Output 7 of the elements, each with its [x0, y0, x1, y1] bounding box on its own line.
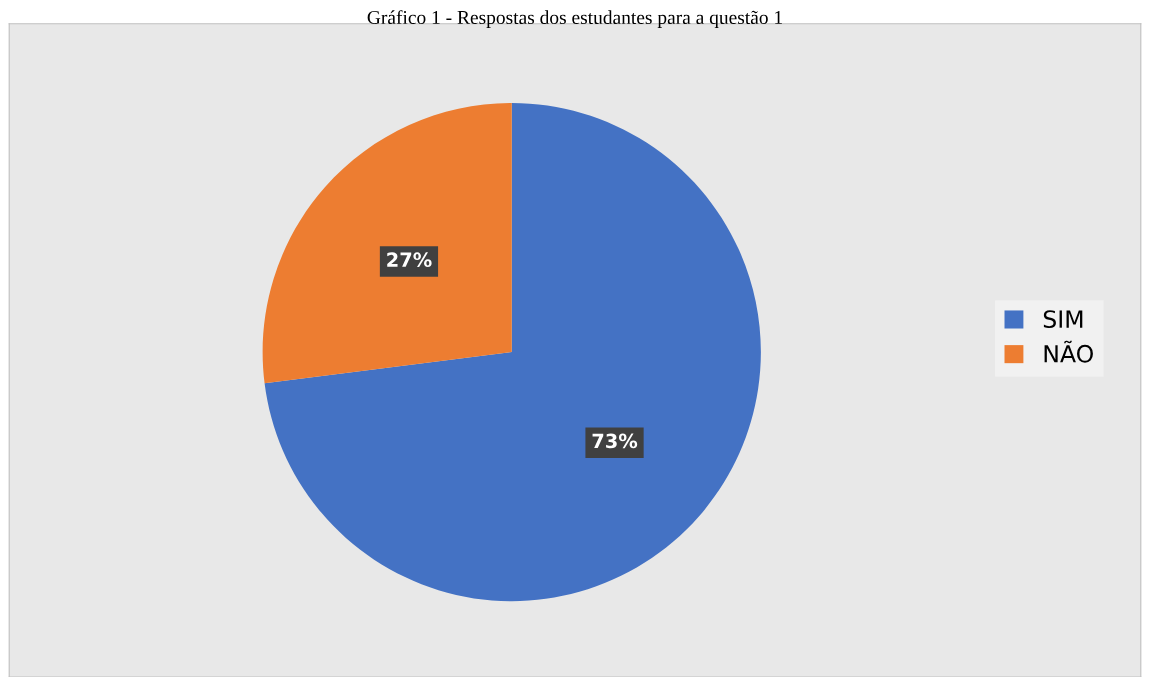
pie-slice [262, 102, 512, 384]
data-label: 27% [387, 252, 432, 268]
legend-label: SIM [1043, 310, 1083, 329]
legend-label: NÃO [1044, 340, 1093, 363]
data-label: 73% [592, 433, 638, 449]
pie-slice [264, 102, 761, 602]
chart-title: Gráfico 1 - Respostas dos estudantes para a questão 1 [367, 10, 782, 28]
